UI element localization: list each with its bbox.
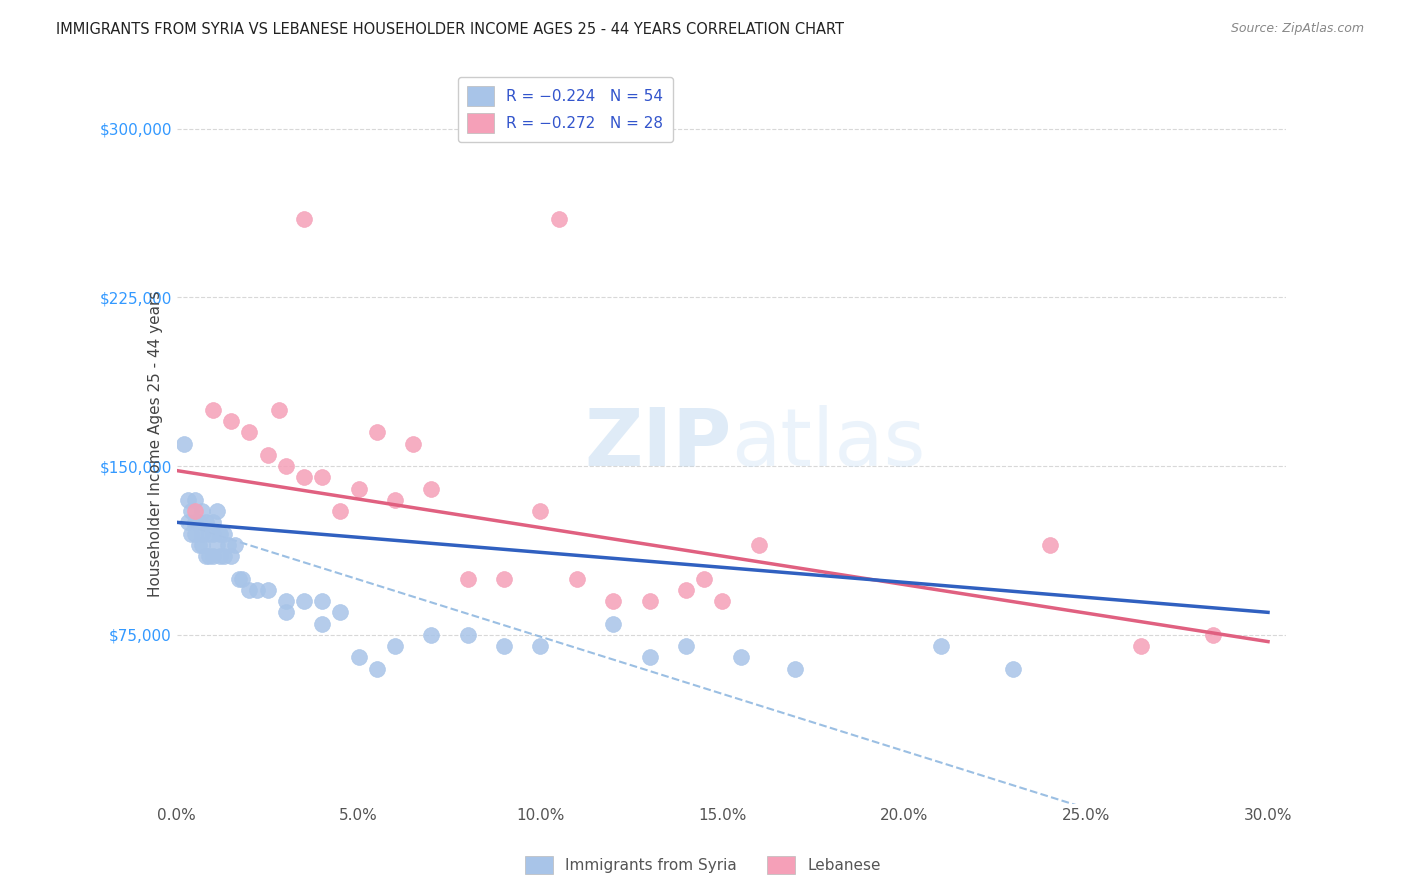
Point — [187, 538, 209, 552]
Point — [256, 582, 278, 597]
Point — [184, 526, 207, 541]
Text: Source: ZipAtlas.com: Source: ZipAtlas.com — [1230, 22, 1364, 36]
Point — [366, 662, 388, 676]
Point — [602, 616, 624, 631]
Text: ZIP: ZIP — [585, 405, 731, 483]
Point — [347, 482, 370, 496]
Point — [1002, 662, 1025, 676]
Point — [256, 448, 278, 462]
Point — [267, 402, 290, 417]
Point — [457, 572, 479, 586]
Point — [292, 594, 315, 608]
Point — [187, 516, 209, 530]
Point — [602, 594, 624, 608]
Point — [494, 639, 516, 653]
Point — [198, 526, 221, 541]
Point — [311, 616, 333, 631]
Point — [347, 650, 370, 665]
Point — [565, 572, 588, 586]
Point — [547, 211, 569, 226]
Point — [929, 639, 952, 653]
Point — [711, 594, 734, 608]
Point — [231, 572, 253, 586]
Point — [228, 572, 250, 586]
Point — [420, 482, 443, 496]
Legend: R = −0.224   N = 54, R = −0.272   N = 28: R = −0.224 N = 54, R = −0.272 N = 28 — [457, 77, 672, 142]
Point — [184, 492, 207, 507]
Point — [238, 582, 260, 597]
Point — [219, 549, 242, 563]
Point — [311, 594, 333, 608]
Text: atlas: atlas — [731, 405, 925, 483]
Point — [638, 650, 661, 665]
Point — [402, 436, 425, 450]
Point — [198, 549, 221, 563]
Text: IMMIGRANTS FROM SYRIA VS LEBANESE HOUSEHOLDER INCOME AGES 25 - 44 YEARS CORRELAT: IMMIGRANTS FROM SYRIA VS LEBANESE HOUSEH… — [56, 22, 844, 37]
Point — [675, 582, 697, 597]
Point — [329, 605, 352, 619]
Point — [180, 504, 202, 518]
Point — [1039, 538, 1062, 552]
Point — [730, 650, 752, 665]
Point — [184, 516, 207, 530]
Point — [191, 526, 214, 541]
Point — [366, 425, 388, 440]
Point — [238, 425, 260, 440]
Point — [180, 526, 202, 541]
Y-axis label: Householder Income Ages 25 - 44 years: Householder Income Ages 25 - 44 years — [148, 291, 163, 597]
Point — [205, 504, 228, 518]
Point — [384, 492, 406, 507]
Point — [748, 538, 770, 552]
Point — [274, 459, 297, 474]
Point — [224, 538, 246, 552]
Legend: Immigrants from Syria, Lebanese: Immigrants from Syria, Lebanese — [519, 850, 887, 880]
Point — [292, 470, 315, 484]
Point — [529, 504, 551, 518]
Point — [219, 414, 242, 428]
Point — [194, 549, 217, 563]
Point — [420, 628, 443, 642]
Point — [176, 492, 198, 507]
Point — [217, 538, 239, 552]
Point — [184, 504, 207, 518]
Point — [202, 549, 225, 563]
Point — [529, 639, 551, 653]
Point — [675, 639, 697, 653]
Point — [274, 605, 297, 619]
Point — [1129, 639, 1152, 653]
Point — [191, 538, 214, 552]
Point — [329, 504, 352, 518]
Point — [205, 538, 228, 552]
Point — [191, 504, 214, 518]
Point — [209, 526, 232, 541]
Point — [212, 549, 235, 563]
Point — [785, 662, 807, 676]
Point — [311, 470, 333, 484]
Point — [494, 572, 516, 586]
Point — [173, 436, 195, 450]
Point — [202, 516, 225, 530]
Point — [274, 594, 297, 608]
Point — [246, 582, 269, 597]
Point — [202, 526, 225, 541]
Point — [457, 628, 479, 642]
Point — [202, 402, 225, 417]
Point — [209, 549, 232, 563]
Point — [638, 594, 661, 608]
Point — [384, 639, 406, 653]
Point — [176, 516, 198, 530]
Point — [212, 526, 235, 541]
Point — [693, 572, 716, 586]
Point — [1202, 628, 1225, 642]
Point — [292, 211, 315, 226]
Point — [194, 516, 217, 530]
